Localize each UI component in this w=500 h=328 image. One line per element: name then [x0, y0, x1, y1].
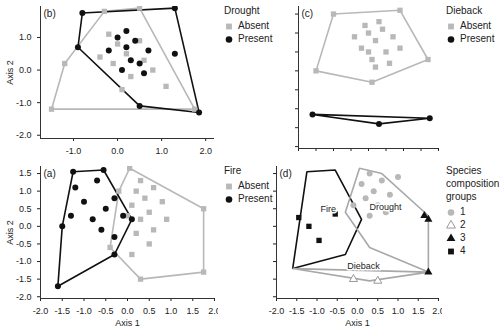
- svg-text:1.0: 1.0: [19, 186, 32, 196]
- html-text:Present: Present: [238, 33, 273, 44]
- svg-text:0.0: 0.0: [19, 221, 32, 231]
- html-text:Absent: Absent: [238, 20, 270, 31]
- html-text:4: 4: [460, 245, 466, 256]
- svg-text:Fire: Fire: [321, 204, 337, 214]
- svg-text:1.5: 1.5: [186, 306, 199, 316]
- html-text:Present: Present: [460, 33, 495, 44]
- svg-text:0.0: 0.0: [121, 306, 134, 316]
- svg-text:-2.0: -2.0: [269, 306, 285, 316]
- svg-text:-1.0: -1.0: [66, 146, 82, 156]
- html-text:3: 3: [460, 232, 466, 243]
- svg-text:-1.0: -1.0: [309, 306, 325, 316]
- svg-text:0.5: 0.5: [19, 204, 32, 214]
- svg-text:-1.5: -1.5: [289, 306, 305, 316]
- svg-text:-2.0: -2.0: [16, 130, 32, 140]
- html-text:Dieback: Dieback: [446, 5, 483, 16]
- svg-text:-0.5: -0.5: [329, 306, 345, 316]
- html-text:Present: Present: [238, 193, 273, 204]
- html-text:1: 1: [460, 206, 466, 217]
- svg-text:Dieback: Dieback: [347, 261, 380, 271]
- svg-text:2.0: 2.0: [199, 146, 212, 156]
- svg-text:-2.0: -2.0: [16, 292, 32, 302]
- svg-text:2.0: 2.0: [432, 306, 442, 316]
- svg-text:0.0: 0.0: [19, 65, 32, 75]
- svg-text:(a): (a): [44, 168, 56, 179]
- svg-text:Axis 2: Axis 2: [5, 60, 15, 85]
- svg-text:(d): (d): [280, 168, 292, 179]
- svg-text:-0.5: -0.5: [16, 239, 32, 249]
- svg-text:1.5: 1.5: [412, 306, 425, 316]
- svg-text:Axis 1: Axis 1: [115, 318, 140, 328]
- svg-text:-1.5: -1.5: [54, 306, 70, 316]
- svg-text:0.0: 0.0: [111, 146, 124, 156]
- svg-text:Axis 1: Axis 1: [345, 318, 370, 328]
- svg-text:Axis 2: Axis 2: [5, 220, 15, 245]
- html-text:Absent: Absent: [460, 20, 492, 31]
- svg-text:(c): (c): [302, 8, 314, 19]
- svg-text:1.5: 1.5: [19, 168, 32, 178]
- svg-text:-1.0: -1.0: [16, 256, 32, 266]
- svg-text:-0.5: -0.5: [98, 306, 114, 316]
- svg-text:0.5: 0.5: [371, 306, 384, 316]
- html-text:Species composition groups: Species composition groups: [446, 165, 500, 202]
- svg-text:-1.5: -1.5: [16, 274, 32, 284]
- html-text:Drought: Drought: [224, 5, 260, 16]
- html-text:Absent: Absent: [238, 180, 270, 191]
- svg-text:1.0: 1.0: [19, 32, 32, 42]
- svg-text:0.0: 0.0: [351, 306, 364, 316]
- svg-text:0.5: 0.5: [143, 306, 156, 316]
- svg-text:-1.0: -1.0: [16, 98, 32, 108]
- svg-text:1.0: 1.0: [392, 306, 405, 316]
- svg-text:1.0: 1.0: [165, 306, 178, 316]
- html-text:2: 2: [460, 219, 466, 230]
- svg-text:-2.0: -2.0: [33, 306, 49, 316]
- svg-text:2.0: 2.0: [208, 306, 218, 316]
- svg-text:Drought: Drought: [369, 202, 402, 212]
- svg-text:-1.0: -1.0: [76, 306, 92, 316]
- svg-text:(b): (b): [44, 8, 56, 19]
- html-text:Fire: Fire: [224, 165, 242, 176]
- svg-text:1.0: 1.0: [155, 146, 168, 156]
